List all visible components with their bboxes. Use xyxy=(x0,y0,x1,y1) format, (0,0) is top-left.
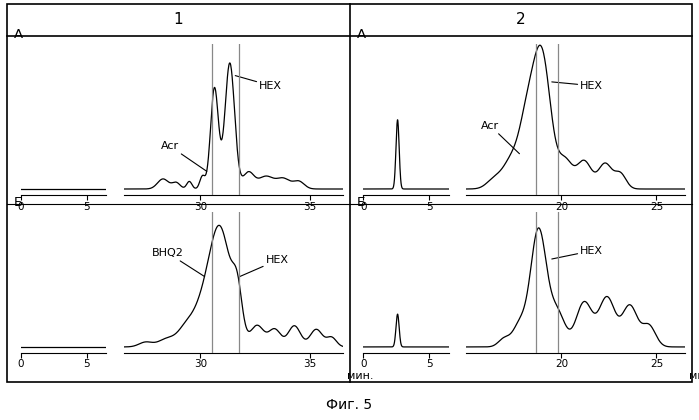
Text: 2: 2 xyxy=(516,13,526,27)
Text: Acr: Acr xyxy=(161,141,207,171)
Text: А: А xyxy=(14,28,23,41)
Text: А: А xyxy=(356,28,366,41)
Text: HEX: HEX xyxy=(552,81,603,91)
Text: Б: Б xyxy=(14,196,23,209)
Text: 1: 1 xyxy=(173,13,183,27)
Text: Фиг. 5: Фиг. 5 xyxy=(326,398,373,412)
Text: Acr: Acr xyxy=(482,121,519,154)
Text: BHQ2: BHQ2 xyxy=(152,248,205,277)
Text: HEX: HEX xyxy=(240,255,289,277)
Text: мин.: мин. xyxy=(347,371,373,381)
Text: Б: Б xyxy=(356,196,366,209)
Text: HEX: HEX xyxy=(552,246,603,259)
Text: мин.: мин. xyxy=(689,371,699,381)
Text: HEX: HEX xyxy=(236,76,282,91)
